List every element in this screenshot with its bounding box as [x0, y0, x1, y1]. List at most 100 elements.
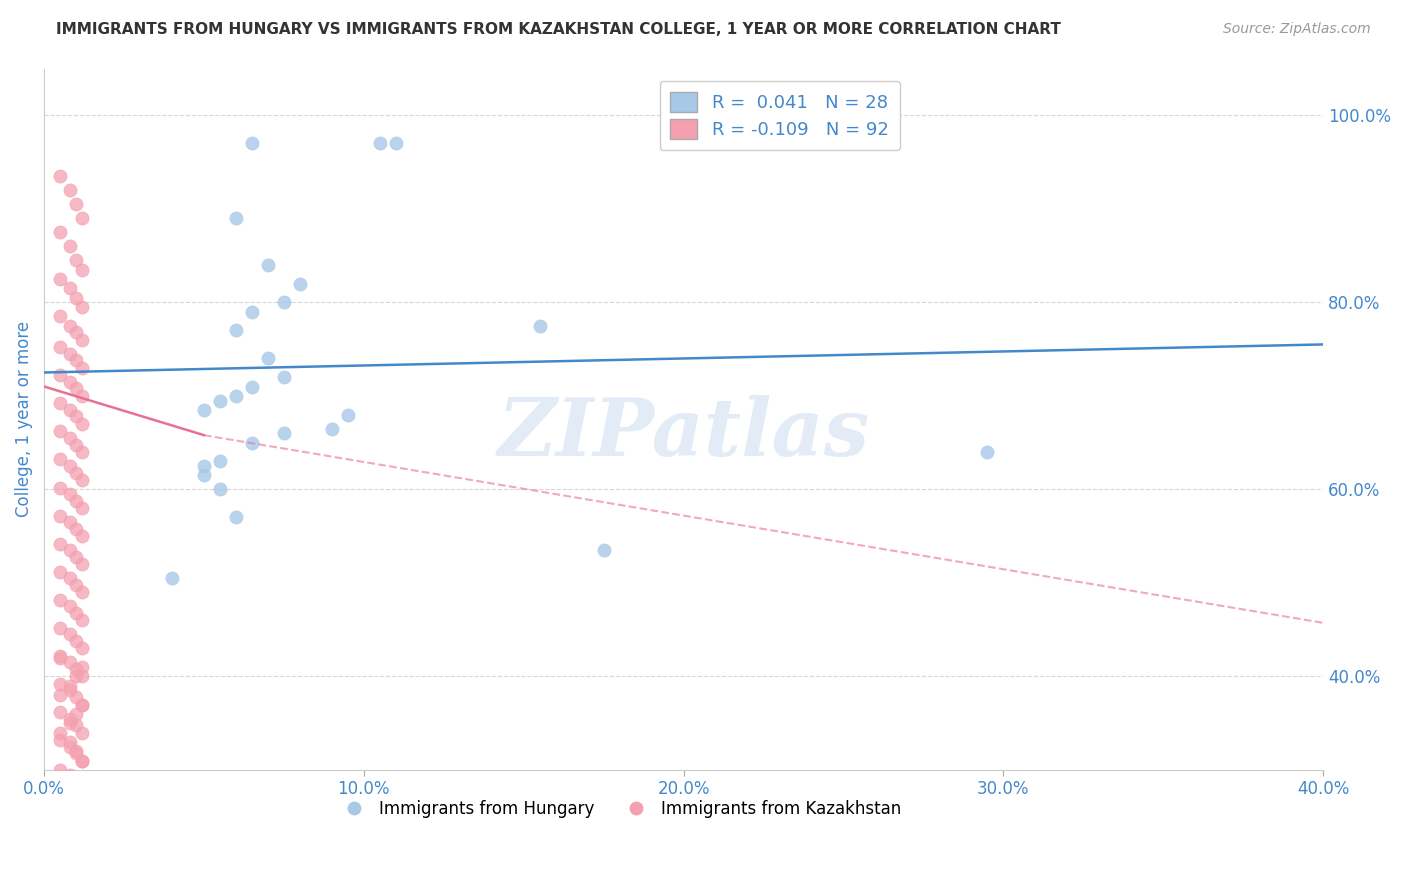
Y-axis label: College, 1 year or more: College, 1 year or more	[15, 321, 32, 517]
Point	[72, 660, 94, 674]
Point	[193, 468, 215, 483]
Point	[59, 679, 82, 693]
Point	[240, 136, 263, 151]
Point	[49, 225, 72, 239]
Point	[49, 481, 72, 495]
Point	[72, 754, 94, 768]
Point	[65, 522, 87, 536]
Point	[72, 585, 94, 599]
Point	[65, 662, 87, 676]
Point	[59, 403, 82, 417]
Point	[49, 425, 72, 439]
Point	[49, 733, 72, 747]
Point	[65, 253, 87, 268]
Point	[208, 483, 231, 497]
Point	[59, 571, 82, 585]
Point	[72, 725, 94, 739]
Text: Source: ZipAtlas.com: Source: ZipAtlas.com	[1223, 22, 1371, 37]
Point	[49, 508, 72, 523]
Point	[59, 318, 82, 333]
Point	[65, 718, 87, 732]
Point	[49, 396, 72, 410]
Point	[65, 634, 87, 648]
Point	[321, 422, 343, 436]
Point	[49, 705, 72, 719]
Text: IMMIGRANTS FROM HUNGARY VS IMMIGRANTS FROM KAZAKHSTAN COLLEGE, 1 YEAR OR MORE CO: IMMIGRANTS FROM HUNGARY VS IMMIGRANTS FR…	[56, 22, 1062, 37]
Point	[72, 698, 94, 712]
Point	[49, 169, 72, 183]
Point	[59, 683, 82, 698]
Point	[208, 393, 231, 408]
Point	[225, 323, 247, 337]
Point	[257, 351, 280, 366]
Point	[59, 239, 82, 253]
Point	[72, 300, 94, 314]
Point	[65, 744, 87, 758]
Point	[240, 379, 263, 393]
Text: ZIPatlas: ZIPatlas	[498, 394, 870, 472]
Point	[49, 592, 72, 607]
Point	[49, 536, 72, 550]
Point	[65, 606, 87, 620]
Point	[59, 599, 82, 614]
Point	[72, 445, 94, 459]
Point	[72, 558, 94, 572]
Point	[72, 501, 94, 516]
Point	[72, 613, 94, 627]
Point	[59, 487, 82, 501]
Point	[49, 340, 72, 354]
Point	[65, 746, 87, 760]
Point	[59, 375, 82, 389]
Point	[49, 310, 72, 324]
Point	[59, 656, 82, 670]
Point	[65, 669, 87, 683]
Point	[385, 136, 408, 151]
Point	[59, 712, 82, 726]
Point	[72, 389, 94, 403]
Point	[59, 735, 82, 749]
Point	[208, 454, 231, 468]
Point	[72, 777, 94, 791]
Point	[65, 690, 87, 704]
Point	[59, 183, 82, 197]
Legend: Immigrants from Hungary, Immigrants from Kazakhstan: Immigrants from Hungary, Immigrants from…	[330, 794, 908, 825]
Point	[72, 211, 94, 226]
Point	[273, 295, 295, 310]
Point	[59, 627, 82, 641]
Point	[59, 458, 82, 473]
Point	[49, 565, 72, 579]
Point	[160, 571, 183, 585]
Point	[65, 466, 87, 480]
Point	[65, 437, 87, 451]
Point	[49, 452, 72, 467]
Point	[72, 262, 94, 277]
Point	[72, 473, 94, 487]
Point	[529, 318, 551, 333]
Point	[257, 258, 280, 272]
Point	[65, 291, 87, 305]
Point	[65, 353, 87, 368]
Point	[49, 688, 72, 702]
Point	[336, 408, 359, 422]
Point	[72, 417, 94, 431]
Point	[49, 272, 72, 286]
Point	[72, 698, 94, 712]
Point	[65, 772, 87, 787]
Point	[273, 370, 295, 384]
Point	[72, 669, 94, 683]
Point	[976, 445, 998, 459]
Point	[368, 136, 391, 151]
Point	[65, 493, 87, 508]
Point	[72, 333, 94, 347]
Point	[59, 281, 82, 295]
Point	[592, 543, 614, 558]
Point	[65, 578, 87, 592]
Point	[225, 389, 247, 403]
Point	[65, 549, 87, 564]
Point	[49, 725, 72, 739]
Point	[49, 368, 72, 383]
Point	[49, 621, 72, 635]
Point	[225, 510, 247, 524]
Point	[49, 763, 72, 777]
Point	[65, 381, 87, 395]
